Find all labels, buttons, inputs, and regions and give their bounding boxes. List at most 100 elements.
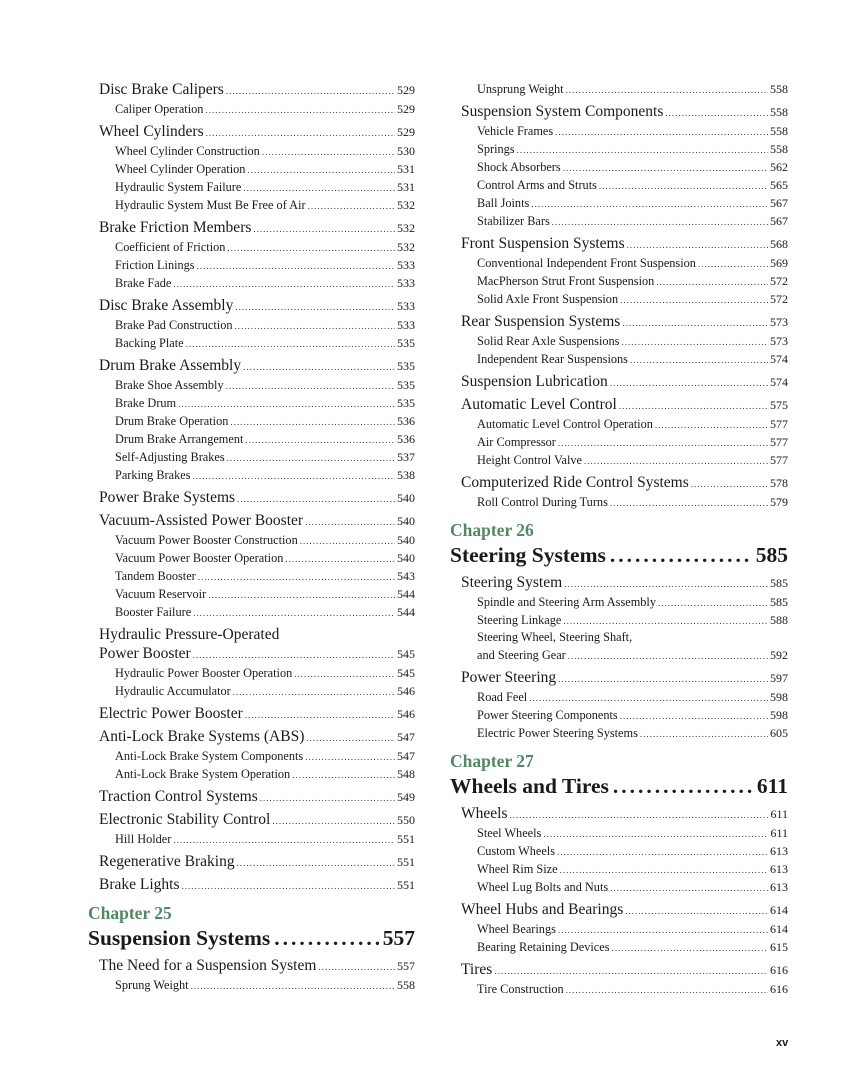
toc-entry-title: Stabilizer Bars xyxy=(477,214,550,228)
dot-leader xyxy=(306,729,395,748)
dot-leader xyxy=(193,604,395,622)
toc-entry-title: Front Suspension Systems xyxy=(461,235,625,252)
toc-entry-page: 572 xyxy=(770,274,788,288)
dot-leader xyxy=(613,772,753,800)
dot-leader xyxy=(294,665,395,683)
toc-entry: Anti-Lock Brake Systems (ABS) 547 xyxy=(88,727,415,746)
toc-entry: Drum Brake Operation 536 xyxy=(88,412,415,430)
toc-entry-title: Power Booster xyxy=(99,645,191,662)
toc-entry-page: 614 xyxy=(770,903,788,917)
toc-entry-title: Wheel Cylinder Construction xyxy=(115,144,260,158)
toc-entry: Brake Drum 535 xyxy=(88,394,415,412)
toc-entry-page: 558 xyxy=(770,142,788,156)
toc-entry: Electronic Stability Control 550 xyxy=(88,810,415,829)
chapter-page: 557 xyxy=(382,926,415,950)
dot-leader xyxy=(205,101,395,119)
toc-entry: Solid Rear Axle Suspensions 573 xyxy=(450,332,788,350)
dot-leader xyxy=(698,255,768,273)
toc-entry-title: Vacuum Power Booster Construction xyxy=(115,533,298,547)
dot-leader xyxy=(285,550,395,568)
dot-leader xyxy=(610,494,768,512)
dot-leader xyxy=(665,104,768,123)
toc-entry-page: 533 xyxy=(397,318,415,332)
toc-entry: Hydraulic System Failure 531 xyxy=(88,178,415,196)
toc-entry-title: Drum Brake Assembly xyxy=(99,357,242,374)
dot-leader xyxy=(272,812,395,831)
dot-leader xyxy=(621,333,768,351)
toc-entry-page: 616 xyxy=(770,963,788,977)
toc-entry-page: 535 xyxy=(397,336,415,350)
dot-leader xyxy=(243,358,395,377)
toc-entry-page: 536 xyxy=(397,414,415,428)
toc-entry: Spindle and Steering Arm Assembly 585 xyxy=(450,593,788,611)
dot-leader xyxy=(612,939,769,957)
dot-leader xyxy=(173,275,395,293)
toc-entry-title: Road Feel xyxy=(477,690,528,704)
chapter-title: Suspension Systems xyxy=(88,926,271,950)
dot-leader xyxy=(620,291,768,309)
toc-entry-page: 532 xyxy=(397,198,415,212)
chapter-page: 585 xyxy=(755,543,788,567)
page-number: xv xyxy=(776,1037,789,1049)
toc-entry: Wheels 611 xyxy=(450,804,788,823)
toc-entry-title: MacPherson Strut Front Suspension xyxy=(477,274,655,288)
toc-entry-title: Anti-Lock Brake Systems (ABS) xyxy=(99,728,305,745)
toc-entry-page: 548 xyxy=(397,767,415,781)
dot-leader xyxy=(318,958,395,977)
toc-entry: Vacuum Power Booster Construction 540 xyxy=(88,531,415,549)
toc-entry-title: Independent Rear Suspensions xyxy=(477,352,628,366)
chapter-title-row: Wheels and Tires 611 xyxy=(450,772,788,800)
toc-entry: Backing Plate 535 xyxy=(88,334,415,352)
toc-entry-title: Booster Failure xyxy=(115,605,192,619)
toc-entry-page: 550 xyxy=(397,813,415,827)
toc-entry: Brake Fade 533 xyxy=(88,274,415,292)
toc-entry: Automatic Level Control 575 xyxy=(450,395,788,414)
toc-entry-page: 567 xyxy=(770,214,788,228)
chapter-heading: Chapter 27 Wheels and Tires 611 xyxy=(450,750,788,800)
toc-entry-page: 547 xyxy=(397,749,415,763)
toc-entry-title: Electronic Stability Control xyxy=(99,811,271,828)
toc-entry: Anti-Lock Brake System Components 547 xyxy=(88,747,415,765)
toc-entry-page: 613 xyxy=(770,862,788,876)
toc-entry-title: Solid Rear Axle Suspensions xyxy=(477,334,620,348)
dot-leader xyxy=(531,195,768,213)
toc-entry: Front Suspension Systems 568 xyxy=(450,234,788,253)
toc-entry-title: Rear Suspension Systems xyxy=(461,313,621,330)
toc-entry-page: 536 xyxy=(397,432,415,446)
toc-entry-title: Regenerative Braking xyxy=(99,853,235,870)
toc-entry: Power Booster 545 xyxy=(88,644,415,663)
dot-leader xyxy=(206,124,395,143)
toc-entry-page: 544 xyxy=(397,587,415,601)
toc-entry-title: Hydraulic System Must Be Free of Air xyxy=(115,198,306,212)
toc-entry-page: 568 xyxy=(770,237,788,251)
dot-leader xyxy=(253,220,395,239)
toc-entry-title: Vehicle Frames xyxy=(477,124,554,138)
toc-entry-title: Suspension System Components xyxy=(461,103,664,120)
toc-entry-page: 545 xyxy=(397,647,415,661)
dot-leader xyxy=(245,706,395,725)
toc-entry-title: Wheel Cylinder Operation xyxy=(115,162,246,176)
chapter-title-row: Suspension Systems 557 xyxy=(88,924,415,952)
toc-entry-title: Power Brake Systems xyxy=(99,489,236,506)
toc-entry-page: 535 xyxy=(397,396,415,410)
toc-entry-page: 577 xyxy=(770,453,788,467)
toc-entry-title: Roll Control During Turns xyxy=(477,495,608,509)
toc-entry-title: Tandem Booster xyxy=(115,569,196,583)
toc-entry-title: Wheel Hubs and Bearings xyxy=(461,901,624,918)
toc-entry-page: 538 xyxy=(397,468,415,482)
toc-entry-title: Unsprung Weight xyxy=(477,82,564,96)
toc-entry-title: Power Steering xyxy=(461,669,557,686)
toc-entry-page: 611 xyxy=(770,807,788,821)
toc-entry-page: 529 xyxy=(397,125,415,139)
dot-leader xyxy=(610,374,768,393)
toc-entry-page: 574 xyxy=(770,375,788,389)
toc-entry: Brake Shoe Assembly 535 xyxy=(88,376,415,394)
toc-entry-title: Wheel Rim Size xyxy=(477,862,558,876)
toc-entry: Control Arms and Struts 565 xyxy=(450,176,788,194)
toc-entry-page: 551 xyxy=(397,832,415,846)
toc-entry-title: Conventional Independent Front Suspensio… xyxy=(477,256,696,270)
toc-entry-title: Height Control Valve xyxy=(477,453,582,467)
dot-leader xyxy=(557,843,768,861)
toc-entry-page: 558 xyxy=(770,105,788,119)
toc-entry-title: Tire Construction xyxy=(477,982,564,996)
